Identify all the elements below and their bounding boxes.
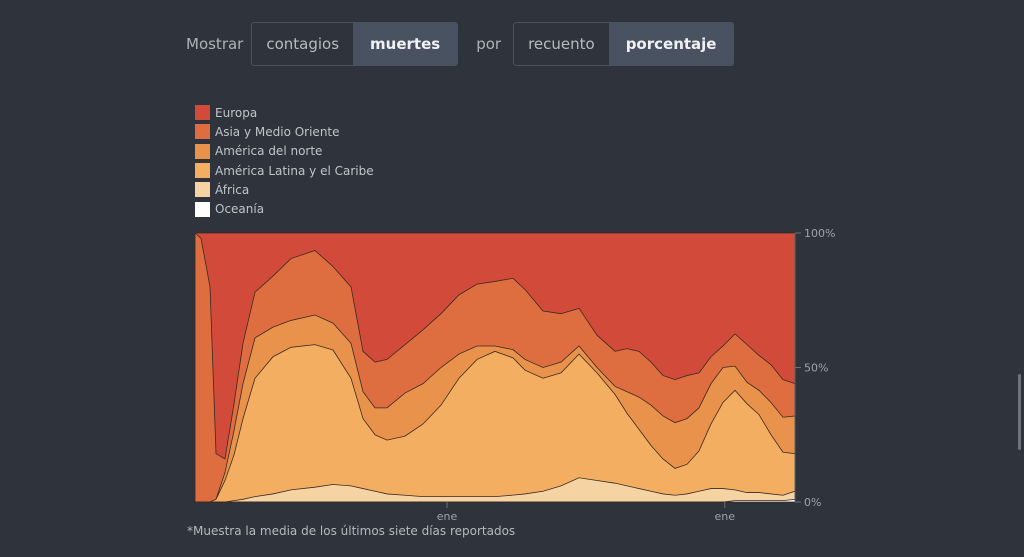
legend-label: América del norte (215, 144, 323, 159)
metric-toggle[interactable]: contagios muertes (251, 22, 459, 66)
legend-swatch (195, 105, 210, 121)
legend-swatch (195, 124, 210, 140)
show-label: Mostrar (186, 35, 244, 53)
mode-option-porcentaje[interactable]: porcentaje (608, 23, 734, 65)
controls-bar: Mostrar contagios muertes por recuento p… (186, 22, 735, 66)
by-label: por (476, 35, 502, 53)
legend-label: África (215, 182, 250, 197)
metric-option-contagios[interactable]: contagios (266, 35, 340, 53)
mode-toggle[interactable]: recuento porcentaje (513, 22, 735, 66)
legend-item: Asia y Medio Oriente (195, 122, 374, 141)
y-tick-label: 100% (804, 227, 835, 240)
chart-legend: Europa Asia y Medio Oriente América del no… (195, 103, 374, 219)
legend-item: América del norte (195, 142, 374, 161)
footnote: *Muestra la media de los últimos siete d… (187, 524, 516, 538)
metric-option-muertes[interactable]: muertes (353, 23, 458, 65)
legend-swatch (195, 163, 210, 179)
legend-item: Europa (195, 103, 374, 122)
legend-label: Europa (215, 105, 258, 120)
legend-item: África (195, 180, 374, 199)
y-tick-label: 50% (804, 362, 828, 375)
legend-swatch (195, 182, 210, 198)
x-tick-label: ene (437, 510, 458, 523)
legend-swatch (195, 201, 210, 217)
mode-option-recuento[interactable]: recuento (528, 35, 595, 53)
x-tick-label: ene (715, 510, 736, 523)
y-tick-label: 0% (804, 496, 821, 509)
legend-swatch (195, 143, 210, 159)
legend-item: Oceanía (195, 199, 374, 218)
legend-item: América Latina y el Caribe (195, 161, 374, 180)
legend-label: América Latina y el Caribe (215, 163, 374, 178)
legend-label: Asia y Medio Oriente (215, 124, 340, 139)
scrollbar-thumb[interactable] (1018, 374, 1021, 450)
legend-label: Oceanía (215, 202, 265, 217)
